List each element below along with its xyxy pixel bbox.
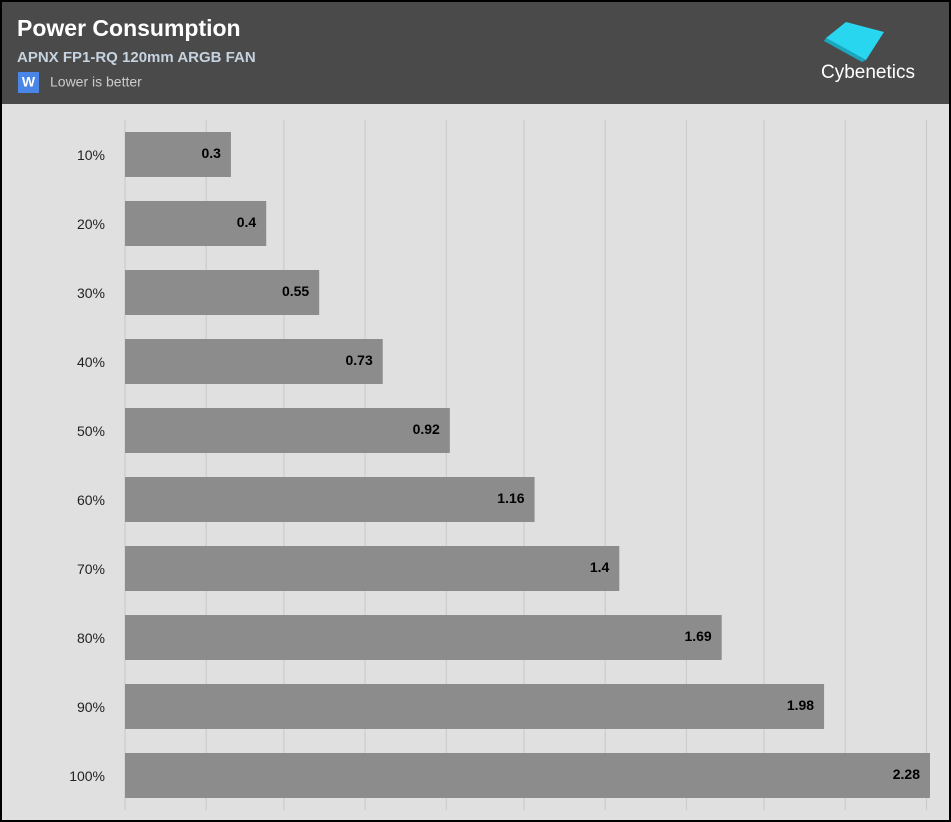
bar	[125, 477, 535, 522]
y-tick-label: 30%	[77, 285, 105, 301]
logo-icon	[826, 22, 884, 60]
bar	[125, 615, 722, 660]
y-tick-label: 100%	[69, 768, 105, 784]
value-label: 2.28	[893, 766, 920, 782]
value-label: 0.4	[237, 214, 257, 230]
bar	[125, 270, 320, 315]
value-label: 0.55	[282, 283, 309, 299]
bar	[125, 201, 267, 246]
value-label: 1.98	[787, 697, 814, 713]
logo-text: Cybenetics	[821, 62, 915, 83]
y-tick-label: 80%	[77, 630, 105, 646]
bar	[125, 132, 231, 177]
bar	[125, 753, 930, 798]
value-label: 1.69	[684, 628, 711, 644]
value-label: 1.4	[590, 559, 610, 575]
bar	[125, 339, 383, 384]
y-tick-label: 60%	[77, 492, 105, 508]
value-label: 0.73	[345, 352, 372, 368]
value-label: 0.3	[201, 145, 221, 161]
bar	[125, 546, 620, 591]
y-tick-label: 70%	[77, 561, 105, 577]
chart-subtitle: APNX FP1-RQ 120mm ARGB FAN	[17, 49, 256, 66]
value-label: 0.92	[413, 421, 440, 437]
y-tick-label: 90%	[77, 699, 105, 715]
legend-marker: W	[22, 74, 36, 90]
legend-swatch	[18, 72, 39, 93]
y-tick-label: 10%	[77, 147, 105, 163]
value-label: 1.16	[497, 490, 524, 506]
header	[0, 0, 951, 104]
bar	[125, 408, 450, 453]
note: Lower is better	[50, 74, 142, 90]
y-tick-label: 50%	[77, 423, 105, 439]
y-tick-label: 40%	[77, 354, 105, 370]
bar	[125, 684, 825, 729]
logo-icon-edge	[824, 38, 866, 62]
chart-title: Power Consumption	[17, 15, 241, 41]
y-tick-label: 20%	[77, 216, 105, 232]
